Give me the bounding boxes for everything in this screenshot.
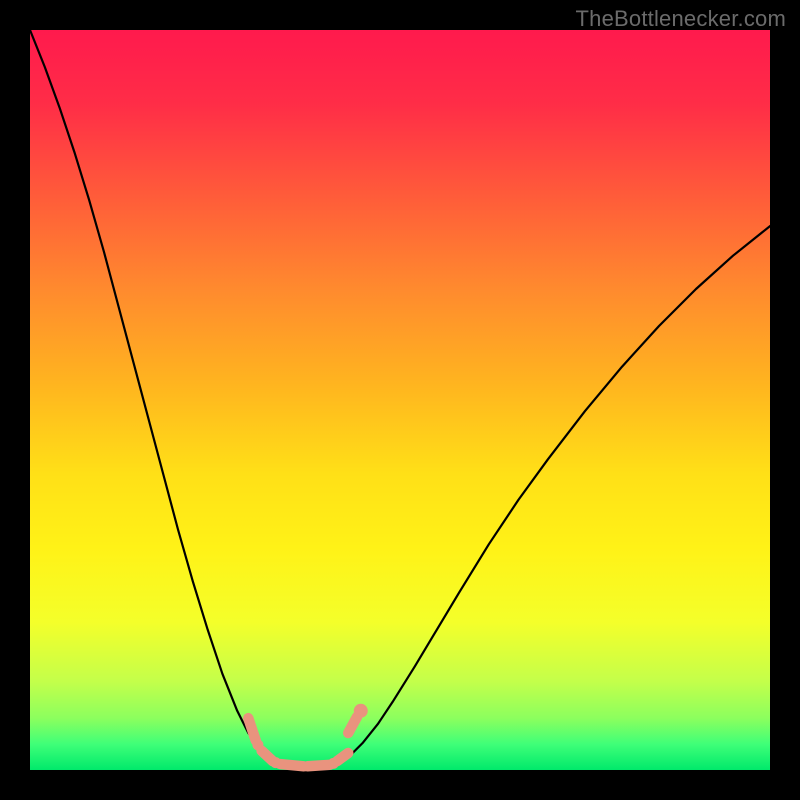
chart-svg-layer	[30, 30, 770, 770]
marker-segment	[262, 751, 273, 761]
marker-segment	[337, 753, 348, 761]
marker-segment	[348, 717, 357, 733]
outer-frame: TheBottlenecker.com	[0, 0, 800, 800]
bottleneck-curve	[30, 30, 770, 767]
marker-segment	[308, 765, 330, 766]
watermark-label: TheBottlenecker.com	[576, 6, 786, 32]
marker-dot	[354, 704, 368, 718]
plot-area	[30, 30, 770, 770]
marker-segment	[248, 718, 255, 740]
marker-segment	[280, 764, 304, 766]
